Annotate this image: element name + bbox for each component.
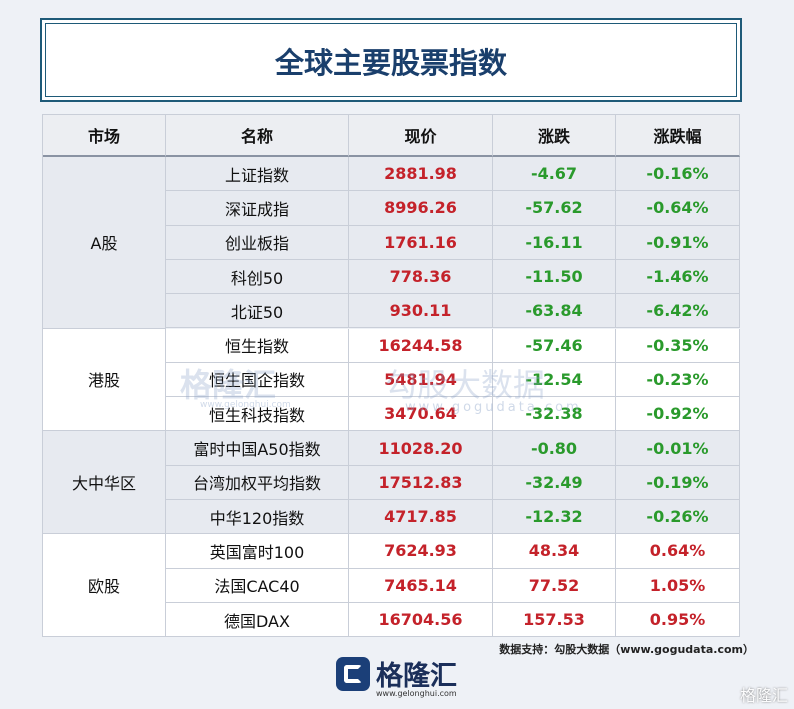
value: -11.50 — [493, 259, 616, 295]
value: -12.32 — [493, 500, 616, 535]
value: -0.80 — [493, 431, 616, 466]
value: -63.84 — [493, 294, 616, 329]
value: -12.54 — [493, 362, 616, 398]
value: -16.11 — [493, 225, 616, 260]
index-name: 恒生指数 — [166, 328, 349, 363]
value: 16704.56 — [349, 602, 493, 638]
value: 157.53 — [493, 602, 616, 638]
value: 4717.85 — [349, 500, 493, 535]
value: -57.46 — [493, 328, 616, 363]
index-name: 科创50 — [166, 259, 349, 295]
watermark-url: www.gogudata.com — [405, 400, 582, 415]
source: 数据支持：勾股大数据（www.gogudata.com） — [499, 643, 754, 656]
market: 大中华区 — [43, 431, 166, 535]
table: 市场 名称 现价 涨跌 涨跌幅 A股 上证指数 2881.98 -4.67 -0.16% 深证成指 8… — [42, 114, 740, 638]
column-header: 市场 — [43, 115, 166, 157]
value: 7465.14 — [349, 568, 493, 603]
watermark: 勾股大数据 — [385, 366, 546, 404]
value: 1761.16 — [349, 225, 493, 260]
value: 2881.98 — [349, 157, 493, 192]
value: 8996.26 — [349, 191, 493, 226]
logo-name: 格隆汇 — [376, 661, 457, 692]
value: -32.38 — [493, 397, 616, 432]
value: 930.11 — [349, 294, 493, 329]
value: -0.19% — [616, 465, 740, 500]
value: -0.01% — [616, 431, 740, 466]
value: 778.36 — [349, 259, 493, 295]
value: 7624.93 — [349, 534, 493, 569]
value: 77.52 — [493, 568, 616, 603]
market: 港股 — [43, 328, 166, 432]
index-name: 创业板指 — [166, 225, 349, 260]
logo-url: www.gelonghui.com — [376, 689, 457, 698]
value: 11028.20 — [349, 431, 493, 466]
index-name: 英国富时100 — [166, 534, 349, 569]
corner-watermark: 格隆汇 — [739, 686, 788, 705]
index-name: 富时中国A50指数 — [166, 431, 349, 466]
market: 欧股 — [43, 534, 166, 638]
title-box: 全球主要股票指数 — [40, 18, 742, 102]
title-inner-border — [45, 23, 737, 97]
value: -57.62 — [493, 191, 616, 226]
value: 48.34 — [493, 534, 616, 569]
value: -0.16% — [616, 157, 740, 192]
title: 全球主要股票指数 — [274, 46, 507, 80]
watermark-url: www.gelonghui.com — [200, 400, 291, 410]
value: -1.46% — [616, 259, 740, 295]
value: 0.64% — [616, 534, 740, 569]
index-name: 台湾加权平均指数 — [166, 465, 349, 500]
value: -6.42% — [616, 294, 740, 329]
column-header: 涨跌幅 — [616, 115, 740, 157]
value: -4.67 — [493, 157, 616, 192]
column-header: 现价 — [349, 115, 493, 157]
value: 1.05% — [616, 568, 740, 603]
index-name: 恒生科技指数 — [166, 397, 349, 432]
watermark: 格隆汇 — [180, 366, 277, 404]
value: -0.23% — [616, 362, 740, 398]
value: -0.64% — [616, 191, 740, 226]
logo-icon — [336, 657, 370, 691]
value: 16244.58 — [349, 328, 493, 363]
index-name: 上证指数 — [166, 157, 349, 192]
index-name: 德国DAX — [166, 602, 349, 638]
value: 5481.94 — [349, 362, 493, 398]
index-name: 法国CAC40 — [166, 568, 349, 603]
value: -32.49 — [493, 465, 616, 500]
logo-mark — [344, 665, 362, 683]
value: 3470.64 — [349, 397, 493, 432]
column-header: 名称 — [166, 115, 349, 157]
value: -0.26% — [616, 500, 740, 535]
index-name: 深证成指 — [166, 191, 349, 226]
value: -0.91% — [616, 225, 740, 260]
value: -0.35% — [616, 328, 740, 363]
index-name: 北证50 — [166, 294, 349, 329]
market: A股 — [43, 157, 166, 329]
column-header: 涨跌 — [493, 115, 616, 157]
index-name: 恒生国企指数 — [166, 362, 349, 398]
index-name: 中华120指数 — [166, 500, 349, 535]
value: -0.92% — [616, 397, 740, 432]
value: 17512.83 — [349, 465, 493, 500]
value: 0.95% — [616, 602, 740, 638]
